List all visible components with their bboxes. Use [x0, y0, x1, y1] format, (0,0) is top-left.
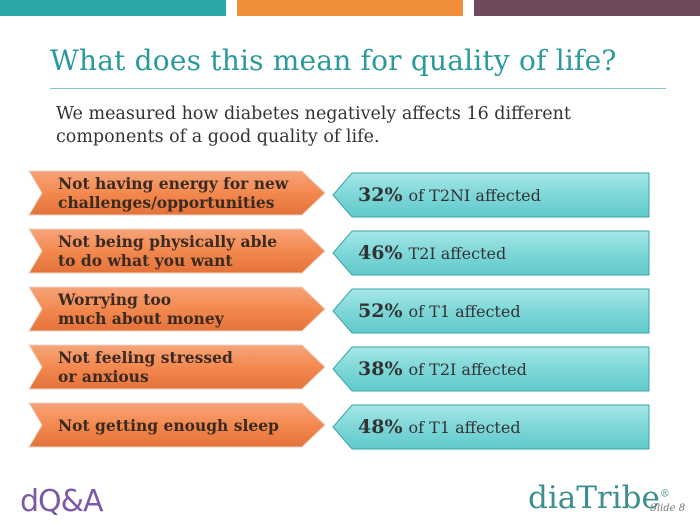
quality-row: Not getting enough sleep 48% of T1 affect…	[0, 402, 700, 452]
stat-box-shape	[332, 230, 650, 276]
component-label: Not feeling stressed or anxious	[58, 348, 233, 386]
component-arrow: Not feeling stressed or anxious	[28, 344, 326, 390]
stat-percent: 52%	[358, 300, 403, 322]
top-accent-bar-plum	[474, 0, 700, 16]
arrow-shape	[28, 344, 326, 390]
diatribe-logo: diaTribe®	[528, 480, 670, 516]
component-label: Not being physically able to do what you…	[58, 232, 278, 270]
stat-box-shape	[332, 346, 650, 392]
component-arrow: Not getting enough sleep	[28, 402, 326, 448]
diatribe-logo-text: diaTribe	[528, 480, 660, 516]
slide-title: What does this mean for quality of life?	[50, 44, 617, 77]
stat-box-shape	[332, 404, 650, 450]
component-label: Not getting enough sleep	[58, 415, 279, 435]
stat-box: 32% of T2NI affected	[332, 172, 650, 218]
stat-box: 52% of T1 affected	[332, 288, 650, 334]
top-accent-bar-teal	[0, 0, 226, 16]
stat-percent: 46%	[358, 242, 403, 264]
stat-box-shape	[332, 172, 650, 218]
stat-percent: 38%	[358, 358, 403, 380]
arrow-shape	[28, 170, 326, 216]
stat-text: 52% of T1 affected	[358, 288, 521, 334]
component-arrow: Not having energy for new challenges/opp…	[28, 170, 326, 216]
title-divider	[50, 88, 666, 89]
component-arrow: Not being physically able to do what you…	[28, 228, 326, 274]
component-arrow: Worrying too much about money	[28, 286, 326, 332]
stat-group: of T1 affected	[408, 417, 521, 437]
stat-text: 48% of T1 affected	[358, 404, 521, 450]
quality-row: Not being physically able to do what you…	[0, 228, 700, 278]
stat-box: 38% of T2I affected	[332, 346, 650, 392]
stat-group: of T2I affected	[408, 359, 527, 379]
arrow-shape	[28, 228, 326, 274]
stat-percent: 48%	[358, 416, 403, 438]
component-label: Worrying too much about money	[58, 290, 224, 328]
slide-number: Slide 8	[650, 503, 686, 514]
quality-row: Not having energy for new challenges/opp…	[0, 170, 700, 220]
intro-text: We measured how diabetes negatively affe…	[56, 104, 571, 147]
dqa-logo: dQ&A	[20, 484, 104, 519]
stat-group: of T1 affected	[408, 301, 521, 321]
stat-box: 46% T2I affected	[332, 230, 650, 276]
quality-row: Worrying too much about money 52% of T1 a…	[0, 286, 700, 336]
stat-box: 48% of T1 affected	[332, 404, 650, 450]
arrow-shape	[28, 402, 326, 448]
stat-percent: 32%	[358, 184, 403, 206]
stat-box-shape	[332, 288, 650, 334]
arrow-shape	[28, 286, 326, 332]
top-accent-bar-orange	[237, 0, 463, 16]
component-label: Not having energy for new challenges/opp…	[58, 174, 289, 212]
stat-group: T2I affected	[408, 243, 507, 263]
quality-row: Not feeling stressed or anxious 38% of T2…	[0, 344, 700, 394]
stat-text: 46% T2I affected	[358, 230, 506, 276]
stat-text: 32% of T2NI affected	[358, 172, 541, 218]
trademark-symbol: ®	[659, 488, 670, 500]
stat-text: 38% of T2I affected	[358, 346, 527, 392]
stat-group: of T2NI affected	[408, 185, 541, 205]
